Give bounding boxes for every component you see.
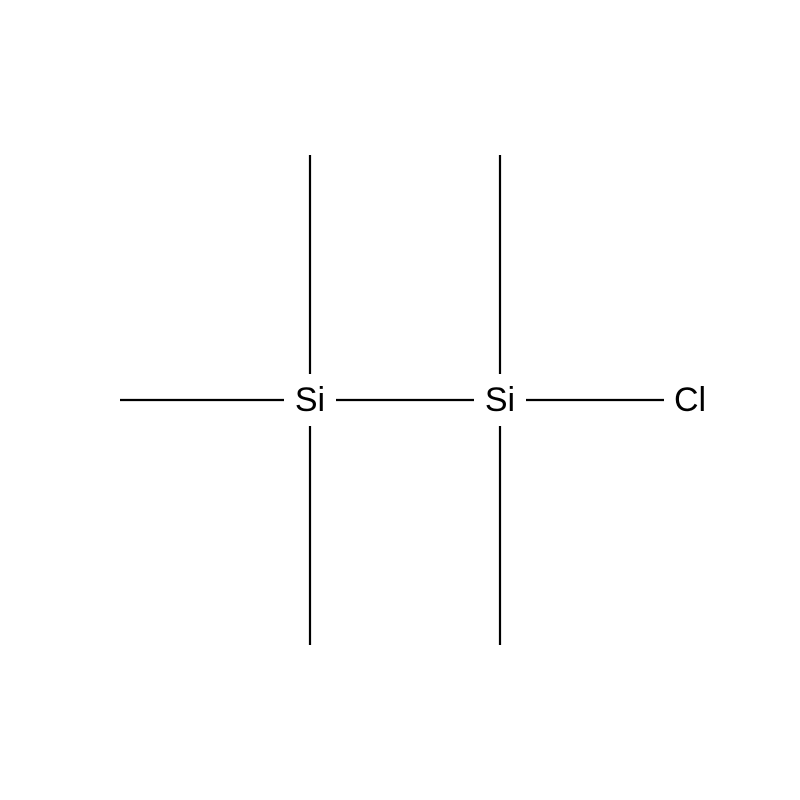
atom-label-si: Si — [295, 381, 325, 419]
atom-label-cl: Cl — [674, 381, 706, 419]
atom-label-si: Si — [485, 381, 515, 419]
molecule-diagram: Si Si Cl — [0, 0, 800, 800]
